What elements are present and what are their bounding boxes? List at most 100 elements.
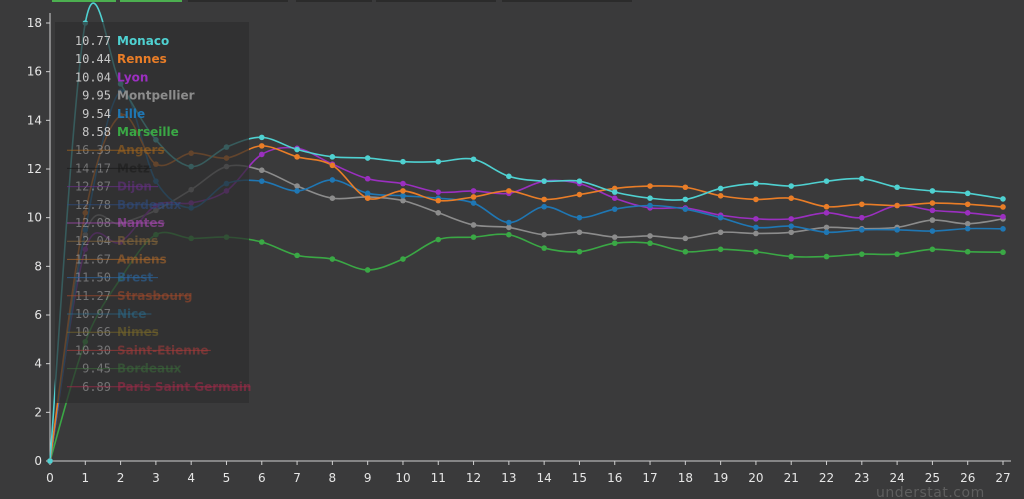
data-point[interactable] (964, 210, 971, 216)
data-point[interactable] (753, 230, 759, 237)
data-point[interactable] (576, 214, 583, 221)
legend-item[interactable]: 9.54 Lille (82, 107, 145, 121)
legend-item[interactable]: 9.95 Montpellier (82, 89, 195, 103)
data-point[interactable] (258, 239, 265, 245)
data-point[interactable] (859, 251, 865, 257)
data-point[interactable] (329, 256, 336, 262)
data-point[interactable] (329, 162, 336, 169)
data-point[interactable] (470, 200, 477, 206)
legend-item[interactable]: 12.87 Dijon (67, 180, 158, 194)
data-point[interactable] (929, 246, 936, 253)
data-point[interactable] (717, 214, 724, 221)
data-point[interactable] (294, 146, 300, 153)
data-point[interactable] (329, 154, 336, 160)
data-point[interactable] (894, 202, 900, 209)
data-point[interactable] (682, 235, 689, 242)
data-point[interactable] (1000, 204, 1006, 210)
data-point[interactable] (647, 233, 653, 239)
data-point[interactable] (435, 236, 442, 243)
data-point[interactable] (364, 155, 371, 161)
legend-item[interactable]: 10.97 Nice (67, 307, 152, 321)
data-point[interactable] (435, 158, 442, 165)
data-point[interactable] (294, 252, 300, 259)
data-point[interactable] (506, 231, 512, 238)
legend-item[interactable]: 10.04 Lyon (75, 70, 149, 84)
legend-item[interactable]: 10.44 Rennes (75, 52, 167, 66)
data-point[interactable] (364, 195, 371, 201)
legend-item[interactable]: 12.08 Nantes (67, 216, 165, 230)
data-point[interactable] (400, 180, 406, 187)
data-point[interactable] (753, 248, 759, 255)
data-point[interactable] (788, 183, 795, 189)
data-point[interactable] (329, 195, 336, 201)
data-point[interactable] (894, 184, 900, 191)
data-point[interactable] (541, 245, 547, 251)
data-point[interactable] (470, 234, 477, 240)
data-point[interactable] (753, 196, 759, 203)
data-point[interactable] (823, 178, 830, 184)
data-point[interactable] (258, 151, 265, 158)
data-point[interactable] (929, 188, 936, 194)
data-point[interactable] (364, 267, 371, 273)
data-point[interactable] (717, 229, 724, 236)
legend-item[interactable]: 12.78 Bordeaux (67, 198, 182, 212)
data-point[interactable] (294, 154, 300, 160)
data-point[interactable] (929, 200, 936, 206)
data-point[interactable] (823, 203, 830, 210)
legend-item[interactable]: 11.27 Strasbourg (67, 289, 192, 303)
data-point[interactable] (753, 180, 759, 187)
data-point[interactable] (823, 224, 830, 231)
data-point[interactable] (753, 224, 759, 231)
tab-indicator[interactable] (376, 0, 496, 2)
data-point[interactable] (859, 175, 865, 182)
data-point[interactable] (364, 190, 371, 197)
data-point[interactable] (788, 253, 795, 260)
data-point[interactable] (859, 201, 865, 208)
legend-item[interactable]: 16.39 Angers (67, 143, 165, 157)
data-point[interactable] (576, 178, 583, 184)
data-point[interactable] (859, 214, 865, 221)
tab-indicator[interactable] (296, 0, 372, 2)
legend-item[interactable]: 11.67 Amiens (67, 252, 167, 266)
data-point[interactable] (611, 206, 618, 212)
data-point[interactable] (929, 217, 936, 223)
data-point[interactable] (682, 206, 689, 212)
data-point[interactable] (964, 248, 971, 255)
data-point[interactable] (541, 178, 547, 184)
data-point[interactable] (929, 228, 936, 234)
data-point[interactable] (682, 248, 689, 255)
data-point[interactable] (717, 246, 724, 253)
legend-item[interactable]: 9.45 Bordeaux (67, 362, 182, 376)
tab-indicator[interactable] (188, 0, 288, 2)
legend-item[interactable]: 10.77 Monaco (75, 34, 169, 48)
data-point[interactable] (647, 240, 653, 247)
data-point[interactable] (294, 188, 300, 194)
data-point[interactable] (506, 188, 512, 194)
data-point[interactable] (1000, 213, 1006, 220)
data-point[interactable] (470, 194, 477, 200)
data-point[interactable] (506, 173, 512, 180)
data-point[interactable] (717, 192, 724, 199)
data-point[interactable] (258, 178, 265, 184)
data-point[interactable] (894, 251, 900, 257)
legend-item[interactable]: 14.17 Metz (67, 161, 152, 175)
data-point[interactable] (682, 196, 689, 203)
data-point[interactable] (541, 203, 547, 210)
data-point[interactable] (576, 191, 583, 198)
data-point[interactable] (1000, 226, 1006, 232)
tab-indicator[interactable] (502, 0, 632, 2)
data-point[interactable] (364, 175, 371, 182)
data-point[interactable] (753, 216, 759, 222)
legend-item[interactable]: 11.50 Brest (67, 271, 158, 285)
data-point[interactable] (576, 248, 583, 255)
data-point[interactable] (823, 229, 830, 236)
data-point[interactable] (258, 167, 265, 174)
data-point[interactable] (541, 231, 547, 238)
data-point[interactable] (400, 197, 406, 204)
data-point[interactable] (47, 458, 53, 464)
data-point[interactable] (435, 197, 442, 204)
data-point[interactable] (506, 224, 512, 231)
tab-indicator[interactable] (52, 0, 116, 2)
data-point[interactable] (788, 223, 795, 229)
data-point[interactable] (400, 158, 406, 165)
